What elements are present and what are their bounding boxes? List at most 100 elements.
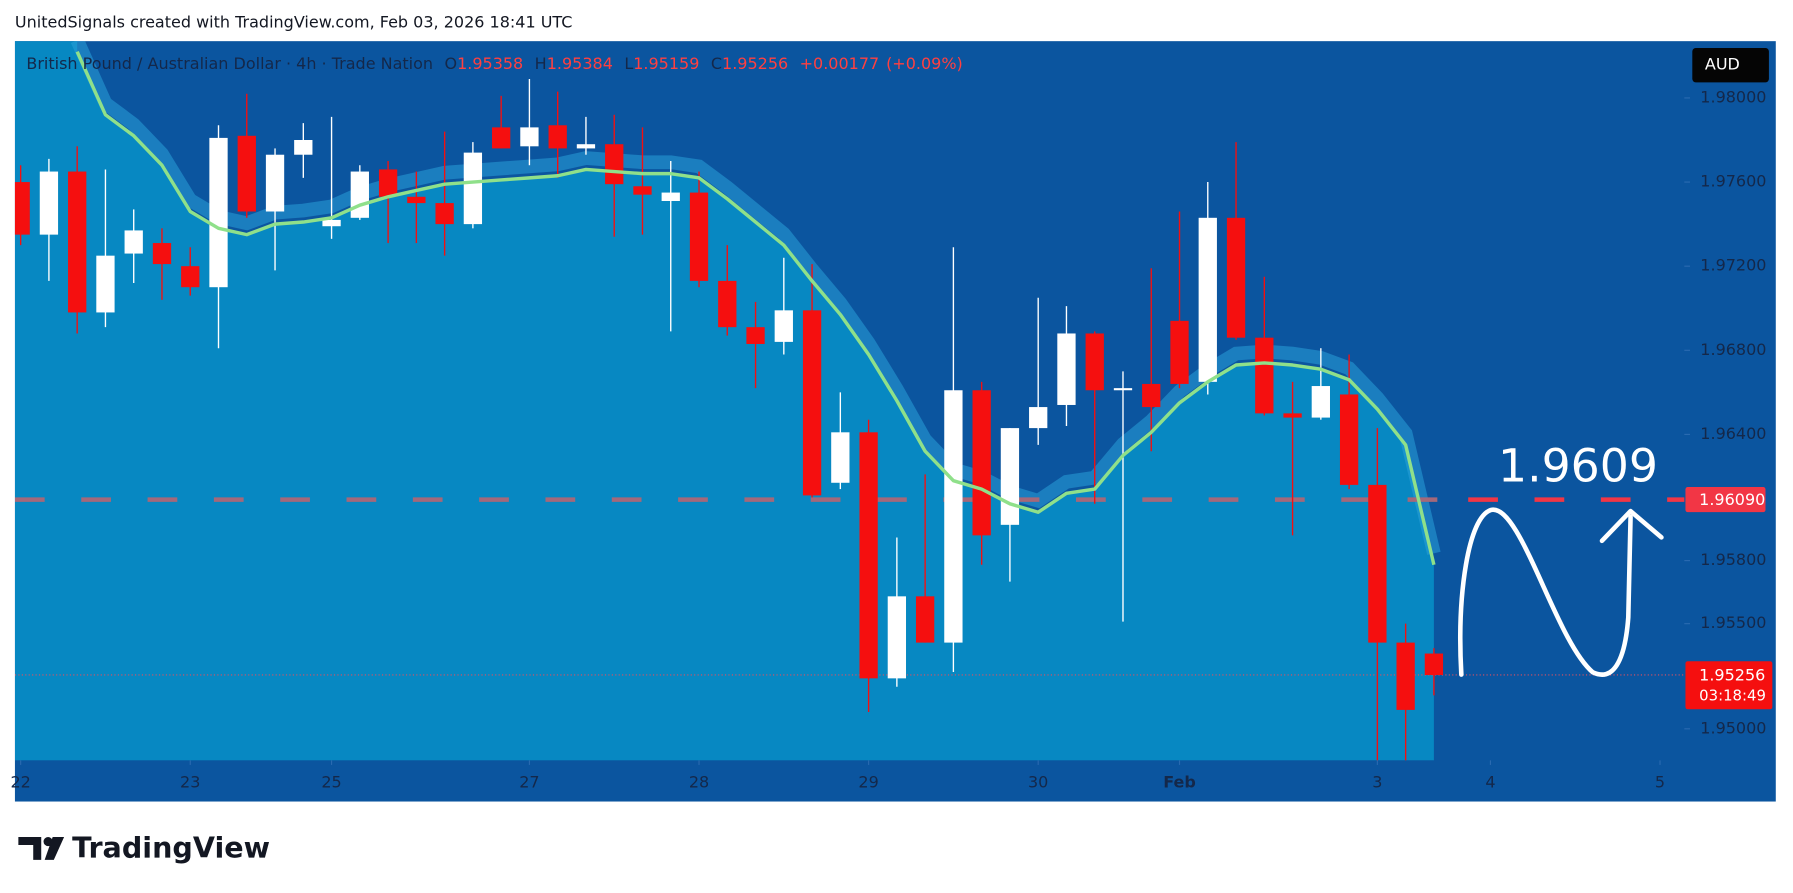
candle-body bbox=[209, 137, 228, 288]
legend-value: 1.95256 bbox=[722, 54, 788, 73]
candle-body bbox=[350, 171, 369, 218]
candle-body bbox=[407, 196, 426, 204]
moving-average bbox=[75, 50, 1436, 566]
y-tick-label: 1.97600 bbox=[1700, 172, 1766, 191]
candle-body bbox=[322, 219, 341, 227]
price-tag bbox=[1685, 487, 1766, 513]
candle-body bbox=[576, 144, 596, 149]
candle-body bbox=[124, 230, 143, 254]
legend: British Pound / Australian Dollar · 4h ·… bbox=[26, 54, 962, 73]
candle-body bbox=[718, 280, 737, 328]
candle-body bbox=[915, 596, 935, 643]
candle-body bbox=[1029, 407, 1048, 429]
candle-body bbox=[181, 266, 200, 288]
overlay: 1.98000 1.97600 1.97200 1.96800 1.96400 1.958… bbox=[10, 87, 1773, 792]
candle-body bbox=[1311, 386, 1330, 418]
annotation-arrowhead bbox=[1599, 508, 1664, 544]
countdown-label: 03:18:49 bbox=[1699, 687, 1766, 705]
candle-body bbox=[831, 432, 850, 483]
candle-body bbox=[1057, 333, 1076, 405]
y-tick-label: 1.96400 bbox=[1700, 424, 1766, 443]
x-tick-label: 29 bbox=[858, 773, 878, 792]
legend-key: H bbox=[535, 54, 547, 73]
candle-body bbox=[1283, 413, 1302, 418]
candle-body bbox=[944, 390, 963, 643]
candle-body bbox=[492, 127, 511, 149]
candle-body bbox=[237, 135, 256, 212]
candle-body bbox=[887, 596, 907, 679]
candle-body bbox=[1339, 394, 1359, 485]
candle-body bbox=[1000, 428, 1020, 525]
y-tick-label: 1.95000 bbox=[1700, 718, 1766, 737]
candle-body bbox=[378, 169, 398, 197]
x-tick-label: 5 bbox=[1655, 773, 1665, 792]
plot-area bbox=[14, 41, 1685, 761]
candle-body bbox=[802, 310, 822, 496]
candle-body bbox=[294, 140, 313, 155]
candle-body bbox=[152, 243, 172, 265]
candle-body bbox=[1396, 642, 1415, 710]
legend-change: +0.00177 bbox=[800, 54, 880, 73]
y-tick-label: 1.98000 bbox=[1700, 87, 1766, 106]
y-tick-label: 1.95500 bbox=[1700, 613, 1766, 632]
logo-mark bbox=[18, 836, 42, 860]
legend-value: 1.95358 bbox=[457, 54, 523, 73]
currency-badge bbox=[1692, 48, 1769, 83]
candle-body bbox=[633, 186, 652, 195]
candle-body bbox=[1198, 217, 1217, 382]
candle-body bbox=[96, 255, 115, 313]
candle-body bbox=[661, 192, 680, 201]
candle-body bbox=[435, 203, 454, 225]
ma-area bbox=[14, 41, 1434, 761]
legend-key: C bbox=[711, 54, 722, 73]
footer-logo: TradingView bbox=[18, 831, 270, 865]
y-tick-label: 1.97200 bbox=[1700, 256, 1766, 275]
candle-body bbox=[1255, 337, 1274, 414]
x-tick-label: 25 bbox=[321, 773, 341, 792]
candle-body bbox=[1226, 217, 1246, 338]
candle-body bbox=[746, 327, 765, 344]
x-tick-label: 23 bbox=[180, 773, 200, 792]
annotation-text: 1.9609 bbox=[1498, 439, 1658, 492]
candle-body bbox=[689, 192, 709, 281]
annotation-wave bbox=[1458, 507, 1633, 677]
x-tick-label: Feb bbox=[1163, 773, 1196, 792]
legend-value: 1.95159 bbox=[633, 54, 699, 73]
x-tick-label: 3 bbox=[1372, 773, 1382, 792]
attribution: UnitedSignals created with TradingView.c… bbox=[15, 12, 572, 31]
price-tag-label: 1.95256 bbox=[1699, 666, 1765, 685]
x-tick-label: 22 bbox=[10, 773, 30, 792]
x-tick-label: 28 bbox=[689, 773, 709, 792]
y-tick-label: 1.96800 bbox=[1700, 340, 1766, 359]
legend-key: O bbox=[444, 54, 457, 73]
candle-body bbox=[1368, 484, 1387, 643]
x-tick-label: 27 bbox=[519, 773, 539, 792]
candle-body bbox=[972, 390, 991, 536]
candle-body bbox=[14, 182, 30, 235]
candle-body bbox=[68, 171, 87, 313]
logo-mark bbox=[44, 836, 65, 860]
legend-change-pct: (+0.09%) bbox=[886, 54, 963, 73]
candle-body bbox=[520, 127, 539, 147]
x-tick-label: 4 bbox=[1485, 773, 1495, 792]
legend-value: 1.95384 bbox=[547, 54, 613, 73]
price-tag bbox=[1685, 661, 1773, 710]
legend-key: L bbox=[624, 54, 633, 73]
candle-body bbox=[859, 432, 878, 679]
candle-body bbox=[1085, 333, 1104, 391]
footer-brand: TradingView bbox=[72, 831, 270, 865]
candle-body bbox=[39, 171, 59, 235]
candle-body bbox=[548, 125, 567, 149]
candle-body bbox=[1170, 320, 1189, 384]
legend-title: British Pound / Australian Dollar · 4h ·… bbox=[26, 54, 433, 73]
candle-body bbox=[605, 144, 624, 185]
candle-body bbox=[1424, 653, 1444, 675]
currency: AUD bbox=[1705, 55, 1740, 74]
candle-body bbox=[1142, 383, 1161, 408]
candle-body bbox=[1113, 388, 1133, 391]
candle-body bbox=[463, 152, 483, 225]
candle-body bbox=[774, 310, 793, 342]
y-tick-label: 1.95800 bbox=[1700, 550, 1766, 569]
